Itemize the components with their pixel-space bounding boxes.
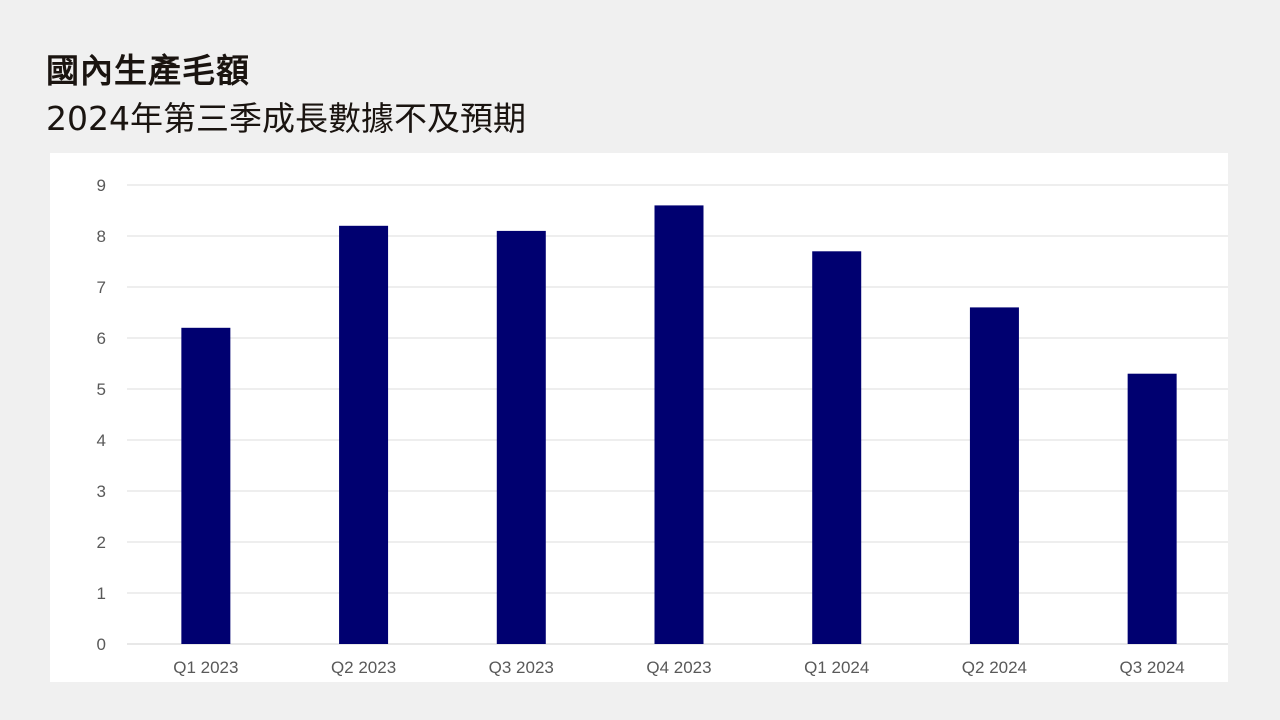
x-tick-label: Q2 2024 bbox=[962, 658, 1027, 677]
y-tick-label: 6 bbox=[97, 329, 106, 348]
y-tick-label: 3 bbox=[97, 482, 106, 501]
bar bbox=[969, 307, 1019, 644]
y-tick-label: 7 bbox=[97, 278, 106, 297]
x-tick-label: Q1 2023 bbox=[173, 658, 238, 677]
y-tick-label: 9 bbox=[97, 176, 106, 195]
y-tick-label: 2 bbox=[97, 533, 106, 552]
chart-subtitle: 2024年第三季成長數據不及預期 bbox=[46, 99, 526, 138]
y-tick-label: 1 bbox=[97, 584, 106, 603]
x-tick-label: Q2 2023 bbox=[331, 658, 396, 677]
bar bbox=[181, 327, 231, 644]
x-tick-label: Q3 2023 bbox=[489, 658, 554, 677]
bar bbox=[1127, 373, 1177, 644]
chart-title: 國內生產毛額 bbox=[46, 51, 250, 90]
bar bbox=[496, 230, 546, 644]
bar bbox=[654, 205, 704, 644]
y-tick-label: 0 bbox=[97, 635, 106, 654]
bar bbox=[339, 225, 389, 645]
x-tick-label: Q4 2023 bbox=[646, 658, 711, 677]
chart-panel bbox=[50, 153, 1228, 682]
y-tick-label: 5 bbox=[97, 380, 106, 399]
x-tick-label: Q3 2024 bbox=[1120, 658, 1185, 677]
y-tick-label: 8 bbox=[97, 227, 106, 246]
x-tick-label: Q1 2024 bbox=[804, 658, 869, 677]
y-tick-label: 4 bbox=[97, 431, 106, 450]
bar bbox=[812, 251, 862, 645]
